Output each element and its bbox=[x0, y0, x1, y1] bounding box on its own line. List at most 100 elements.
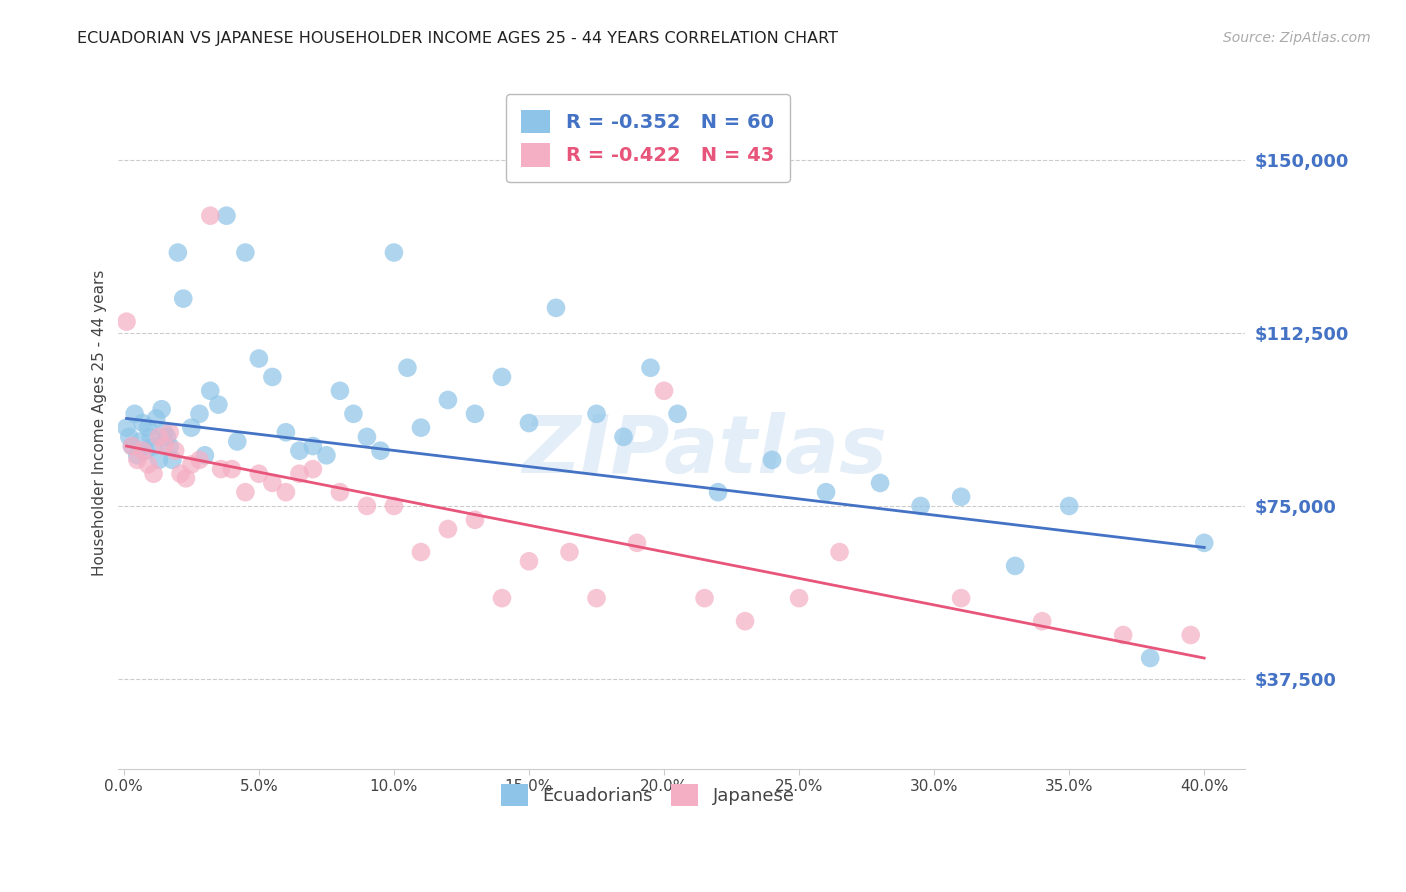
Point bbox=[148, 453, 170, 467]
Point bbox=[1139, 651, 1161, 665]
Point bbox=[142, 467, 165, 481]
Point bbox=[221, 462, 243, 476]
Text: ZIPatlas: ZIPatlas bbox=[522, 412, 887, 490]
Point bbox=[626, 536, 648, 550]
Point bbox=[165, 443, 187, 458]
Point bbox=[288, 467, 311, 481]
Point bbox=[585, 407, 607, 421]
Point bbox=[180, 458, 202, 472]
Point bbox=[142, 439, 165, 453]
Point bbox=[382, 499, 405, 513]
Point bbox=[136, 420, 159, 434]
Point bbox=[315, 448, 337, 462]
Point bbox=[188, 407, 211, 421]
Text: Source: ZipAtlas.com: Source: ZipAtlas.com bbox=[1223, 31, 1371, 45]
Point bbox=[491, 370, 513, 384]
Point bbox=[342, 407, 364, 421]
Point bbox=[1004, 558, 1026, 573]
Point bbox=[950, 490, 973, 504]
Point bbox=[517, 416, 540, 430]
Point bbox=[139, 430, 162, 444]
Point bbox=[464, 407, 486, 421]
Point bbox=[118, 430, 141, 444]
Point bbox=[652, 384, 675, 398]
Point bbox=[159, 439, 181, 453]
Point bbox=[693, 591, 716, 606]
Point bbox=[180, 420, 202, 434]
Point bbox=[262, 475, 284, 490]
Point bbox=[124, 407, 146, 421]
Point bbox=[612, 430, 634, 444]
Point bbox=[815, 485, 838, 500]
Point bbox=[409, 420, 432, 434]
Point bbox=[174, 471, 197, 485]
Text: ECUADORIAN VS JAPANESE HOUSEHOLDER INCOME AGES 25 - 44 YEARS CORRELATION CHART: ECUADORIAN VS JAPANESE HOUSEHOLDER INCOM… bbox=[77, 31, 838, 46]
Point bbox=[329, 485, 352, 500]
Point bbox=[329, 384, 352, 398]
Legend: Ecuadorians, Japanese: Ecuadorians, Japanese bbox=[492, 775, 804, 815]
Point bbox=[172, 292, 194, 306]
Point bbox=[302, 439, 325, 453]
Point bbox=[517, 554, 540, 568]
Point bbox=[209, 462, 232, 476]
Point bbox=[437, 392, 460, 407]
Point bbox=[828, 545, 851, 559]
Point bbox=[558, 545, 581, 559]
Point bbox=[167, 245, 190, 260]
Point bbox=[464, 513, 486, 527]
Point bbox=[150, 402, 173, 417]
Point bbox=[145, 411, 167, 425]
Point bbox=[1112, 628, 1135, 642]
Point bbox=[585, 591, 607, 606]
Point bbox=[188, 453, 211, 467]
Point bbox=[235, 485, 257, 500]
Point bbox=[370, 443, 392, 458]
Point bbox=[235, 245, 257, 260]
Point bbox=[274, 485, 297, 500]
Point bbox=[162, 453, 184, 467]
Point bbox=[761, 453, 783, 467]
Point bbox=[247, 467, 270, 481]
Point bbox=[869, 475, 891, 490]
Point bbox=[356, 430, 378, 444]
Point bbox=[194, 448, 217, 462]
Point bbox=[132, 416, 155, 430]
Point bbox=[129, 434, 152, 449]
Point bbox=[950, 591, 973, 606]
Point bbox=[226, 434, 249, 449]
Point bbox=[787, 591, 810, 606]
Point bbox=[1192, 536, 1215, 550]
Point bbox=[153, 439, 176, 453]
Point bbox=[734, 614, 756, 628]
Point bbox=[1031, 614, 1053, 628]
Point bbox=[121, 439, 143, 453]
Point bbox=[132, 443, 155, 458]
Point bbox=[136, 458, 159, 472]
Point bbox=[127, 453, 149, 467]
Point bbox=[382, 245, 405, 260]
Point bbox=[134, 443, 156, 458]
Point bbox=[396, 360, 419, 375]
Point bbox=[1180, 628, 1202, 642]
Point bbox=[169, 467, 191, 481]
Y-axis label: Householder Income Ages 25 - 44 years: Householder Income Ages 25 - 44 years bbox=[93, 270, 107, 576]
Point bbox=[491, 591, 513, 606]
Point bbox=[153, 425, 176, 440]
Point bbox=[215, 209, 238, 223]
Point bbox=[262, 370, 284, 384]
Point bbox=[707, 485, 730, 500]
Point bbox=[1057, 499, 1080, 513]
Point bbox=[121, 439, 143, 453]
Point bbox=[207, 398, 229, 412]
Point bbox=[247, 351, 270, 366]
Point bbox=[356, 499, 378, 513]
Point bbox=[159, 425, 181, 440]
Point bbox=[127, 448, 149, 462]
Point bbox=[115, 420, 138, 434]
Point bbox=[910, 499, 932, 513]
Point bbox=[200, 209, 222, 223]
Point bbox=[274, 425, 297, 440]
Point bbox=[302, 462, 325, 476]
Point bbox=[409, 545, 432, 559]
Point bbox=[288, 443, 311, 458]
